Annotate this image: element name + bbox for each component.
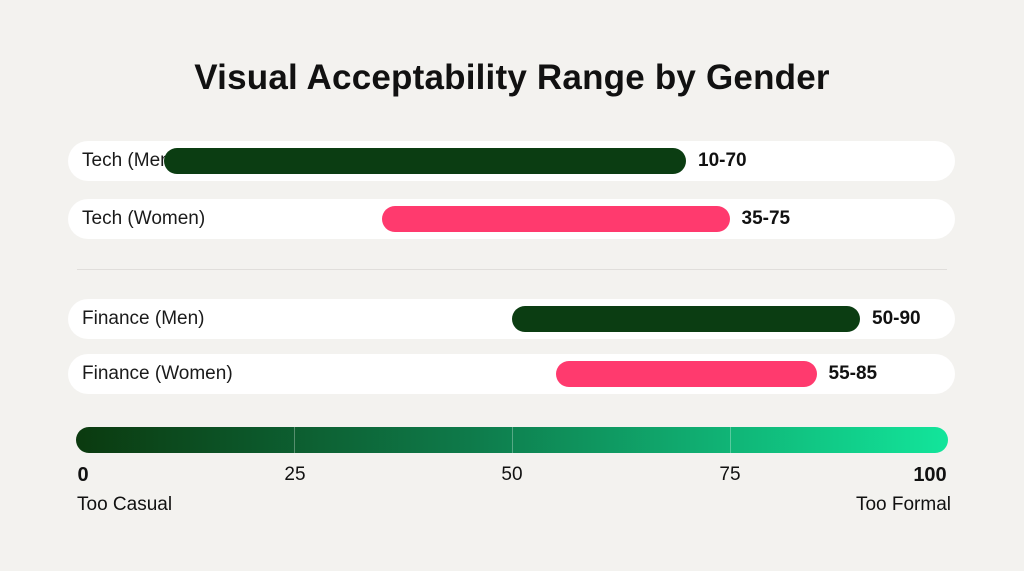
scale-gradient-bar [76,427,948,453]
range-row: Finance (Men) 50-90 [68,299,955,339]
range-row: Finance (Women) 55-85 [68,354,955,394]
range-bar [512,306,860,332]
range-row: Tech (Women) 35-75 [68,199,955,239]
range-bar [164,148,686,174]
category-label: Finance (Men) [82,308,205,329]
range-value-label: 55-85 [828,363,878,384]
range-bar [381,206,730,232]
range-value-label: 50-90 [872,308,921,329]
tick-label: 50 [501,464,523,485]
category-label: Finance (Women) [82,363,233,384]
tick-label: 75 [719,464,741,485]
group-divider [77,269,947,270]
tick-label: 25 [284,464,306,485]
range-value-label: 10-70 [698,150,747,171]
scale-tick-75 [730,427,731,453]
scale-tick-50 [512,427,513,453]
tick-label: 0 [77,464,89,486]
too-formal-label: Too Formal [855,494,951,515]
too-casual-label: Too Casual [77,494,173,515]
range-value-label: 35-75 [741,208,791,229]
chart-title: Visual Acceptability Range by Gender [194,58,830,97]
scale-tick-25 [294,427,295,453]
category-label: Tech (Women) [82,208,206,229]
range-row: Tech (Men) 10-70 [68,141,955,181]
range-bar [555,361,817,387]
category-label: Tech (Men) [82,150,178,171]
tick-label: 100 [913,464,947,486]
